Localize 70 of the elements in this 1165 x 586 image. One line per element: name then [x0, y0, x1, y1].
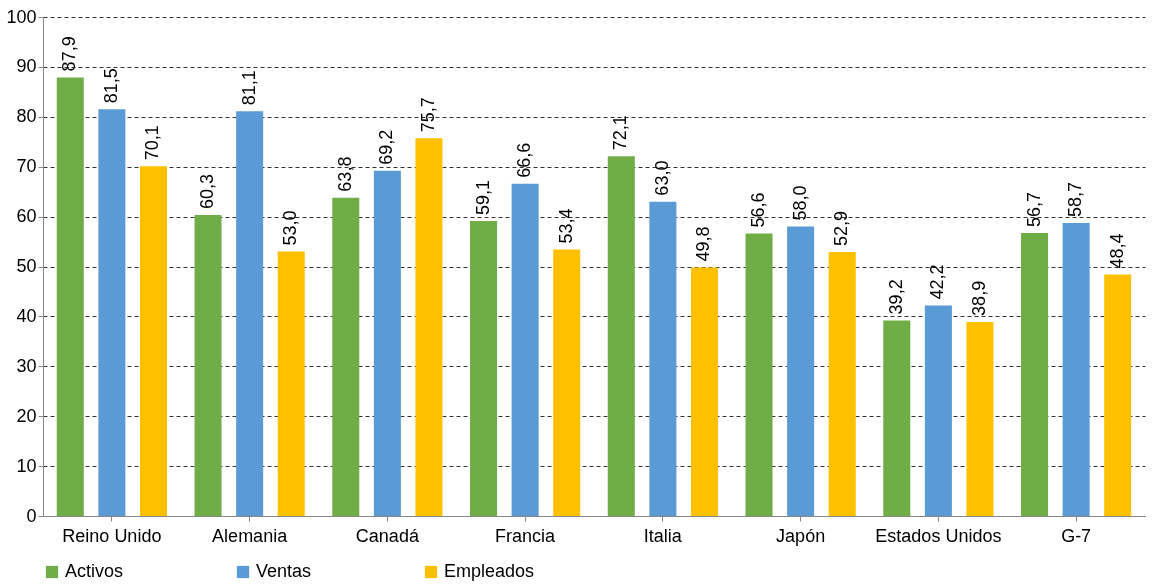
data-label: 53,4: [555, 208, 576, 244]
bar: [277, 251, 305, 516]
x-tick-label: G-7: [1061, 525, 1092, 546]
y-tick-label: 0: [26, 505, 37, 526]
data-label: 81,1: [238, 70, 259, 106]
bar: [745, 233, 773, 516]
data-label: 59,1: [472, 180, 493, 216]
bar: [1104, 274, 1132, 516]
bar: [1062, 223, 1090, 516]
bar: [553, 249, 581, 516]
data-label: 81,5: [100, 68, 121, 104]
data-label: 53,0: [280, 210, 301, 246]
bar: [924, 305, 952, 516]
bar: [787, 226, 815, 516]
bar: [373, 170, 401, 516]
bar: [607, 156, 635, 516]
data-label: 42,2: [927, 264, 948, 300]
data-label: 48,4: [1106, 233, 1127, 269]
bar: [194, 215, 222, 516]
x-tick-label: Japón: [776, 525, 826, 546]
data-label: 49,8: [693, 226, 714, 262]
data-label: 66,6: [514, 142, 535, 178]
y-tick-label: 80: [16, 106, 37, 127]
data-label: 56,7: [1023, 192, 1044, 228]
data-label: 58,0: [789, 185, 810, 221]
bar: [470, 221, 498, 516]
x-tick-label: Canadá: [355, 525, 420, 546]
x-tick-label: Reino Unido: [62, 525, 162, 546]
y-tick-label: 20: [16, 405, 37, 426]
bar: [511, 183, 539, 516]
y-tick-label: 100: [6, 6, 37, 27]
x-tick-label: Estados Unidos: [875, 525, 1002, 546]
y-tick-label: 60: [16, 206, 37, 227]
y-tick-label: 70: [16, 156, 37, 177]
y-tick-label: 10: [16, 455, 37, 476]
bar: [883, 320, 911, 516]
data-label: 52,9: [831, 210, 852, 247]
x-tick-label: Alemania: [212, 525, 289, 546]
bar: [1021, 233, 1049, 516]
data-label: 69,2: [376, 129, 397, 165]
legend-label: Activos: [65, 561, 124, 581]
bar: [98, 109, 126, 516]
data-label: 63,0: [651, 160, 672, 196]
data-label: 75,7: [417, 97, 438, 133]
bar: [828, 252, 856, 516]
data-label: 87,9: [59, 36, 80, 72]
y-tick-label: 30: [16, 355, 37, 376]
legend-label: Ventas: [256, 561, 312, 581]
data-label: 39,2: [885, 279, 906, 315]
x-tick-label: Francia: [495, 525, 557, 546]
bar: [236, 111, 264, 516]
bar: [56, 77, 84, 516]
data-label: 60,3: [197, 174, 218, 210]
bar: [649, 201, 677, 516]
bar: [690, 267, 718, 516]
y-tick-label: 50: [16, 256, 37, 276]
data-label: 38,9: [968, 280, 989, 316]
y-tick-label: 90: [16, 56, 37, 77]
data-label: 70,1: [142, 125, 163, 161]
bar: [966, 321, 994, 516]
data-label: 72,1: [610, 115, 631, 151]
data-label: 56,6: [748, 192, 769, 228]
legend-label: Empleados: [444, 561, 535, 581]
bar: [415, 138, 443, 516]
y-tick-label: 40: [16, 305, 37, 326]
data-label: 58,7: [1065, 182, 1086, 218]
bar: [332, 197, 360, 516]
data-label: 63,8: [334, 156, 355, 192]
bar: [139, 166, 167, 516]
x-tick-label: Italia: [643, 525, 683, 546]
